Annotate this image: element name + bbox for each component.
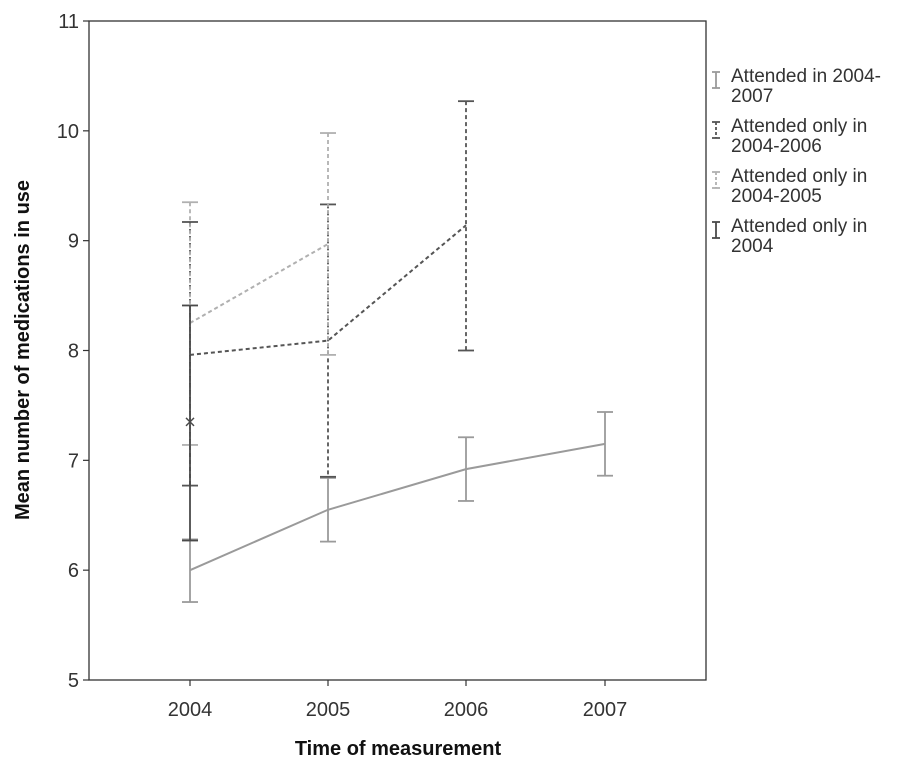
legend-item: Attended in 2004-2007 [712, 66, 881, 107]
y-tick-label: 8 [68, 341, 79, 363]
series-line [189, 243, 329, 324]
y-tick-label: 10 [57, 121, 79, 143]
data-point [185, 417, 195, 427]
x-tick-label: 2005 [306, 699, 351, 721]
legend-label: 2007 [731, 86, 773, 107]
x-axis: 2004 2005 2006 2007 [168, 680, 628, 721]
x-tick-label: 2006 [444, 699, 489, 721]
x-tick-label: 2007 [583, 699, 628, 721]
legend-label: Attended only in [731, 216, 867, 237]
legend-label: 2004-2005 [731, 186, 822, 207]
legend-label: 2004-2006 [731, 136, 822, 157]
legend-label: Attended only in [731, 166, 867, 187]
y-axis-title: Mean number of medications in use [12, 180, 34, 520]
series-layer [182, 100, 613, 603]
y-tick-label: 5 [68, 670, 79, 692]
series-group [182, 411, 613, 603]
y-tick-label: 7 [68, 450, 79, 472]
plot-frame [88, 20, 707, 681]
legend-label: Attended in 2004- [731, 66, 881, 87]
y-tick-label: 6 [68, 560, 79, 582]
legend-label: 2004 [731, 236, 774, 257]
x-tick-label: 2004 [168, 699, 213, 721]
y-tick-label: 11 [58, 11, 79, 33]
y-tick-label: 9 [68, 231, 79, 253]
x-axis-title: Time of measurement [295, 738, 502, 757]
series-group [182, 304, 198, 542]
series-line [189, 442, 606, 572]
series-group [182, 100, 474, 487]
series-group [182, 132, 336, 446]
legend-label: Attended only in [731, 116, 867, 137]
y-axis: 5 6 7 8 9 10 11 [57, 11, 89, 692]
